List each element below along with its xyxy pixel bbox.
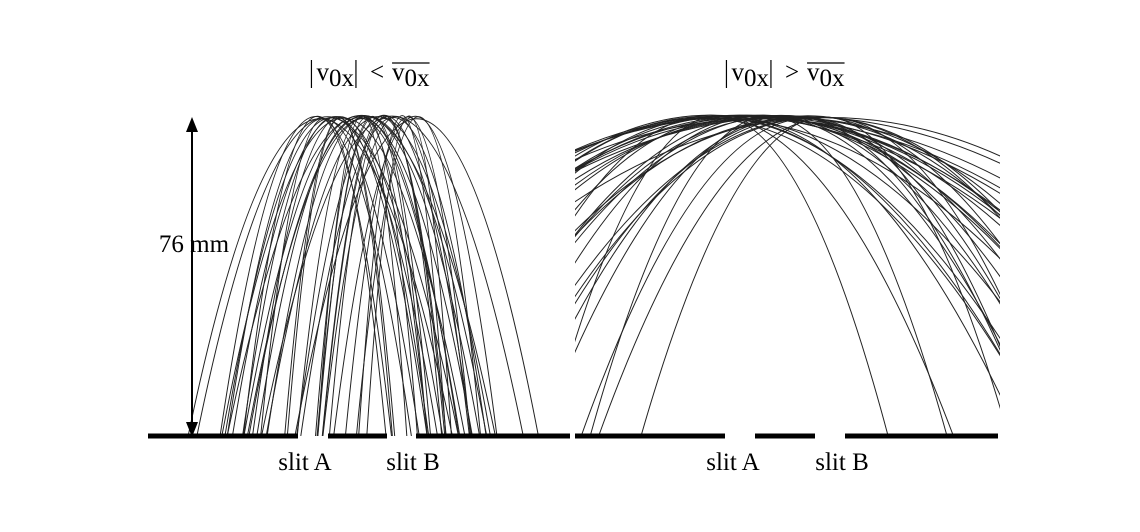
trajectory bbox=[575, 115, 1000, 179]
trajectory bbox=[231, 116, 444, 436]
title-part: v bbox=[807, 59, 820, 86]
panel-title: v 0x < v 0x bbox=[310, 59, 431, 92]
trajectory bbox=[317, 115, 428, 436]
slit-label: slit A bbox=[706, 449, 760, 476]
title-part: 0x bbox=[744, 65, 770, 92]
trajectory bbox=[322, 117, 447, 436]
scale-label: 76 mm bbox=[159, 231, 230, 258]
trajectory bbox=[640, 116, 1000, 436]
trajectory bbox=[575, 114, 1000, 195]
trajectory bbox=[580, 118, 1000, 436]
slit-label: slit B bbox=[386, 449, 440, 476]
slit-label: slit B bbox=[815, 449, 869, 476]
title-part: > bbox=[785, 59, 799, 86]
trajectory bbox=[589, 115, 948, 436]
slit-label: slit A bbox=[278, 449, 332, 476]
trajectory bbox=[575, 118, 1000, 211]
trajectory bbox=[575, 116, 1000, 216]
trajectory bbox=[575, 115, 1000, 227]
title-part: < bbox=[370, 59, 384, 86]
panel-title: v 0x > v 0x bbox=[725, 59, 846, 92]
trajectory bbox=[294, 118, 539, 436]
trajectory bbox=[575, 117, 1000, 298]
trajectory bbox=[575, 114, 1000, 303]
height-arrow bbox=[186, 117, 198, 437]
trajectory bbox=[575, 114, 1000, 346]
trajectories-right bbox=[575, 114, 1000, 436]
trajectory bbox=[358, 115, 447, 436]
trajectory bbox=[261, 115, 524, 436]
trajectory bbox=[333, 116, 498, 436]
trajectories-left bbox=[187, 114, 539, 436]
trajectory bbox=[266, 118, 460, 436]
trajectory bbox=[296, 116, 428, 436]
trajectory bbox=[321, 115, 446, 436]
trajectory bbox=[575, 115, 1000, 305]
trajectory bbox=[575, 118, 1000, 245]
trajectory bbox=[575, 116, 1000, 340]
trajectory bbox=[248, 115, 481, 436]
trajectory bbox=[575, 114, 1000, 250]
trajectory bbox=[219, 116, 412, 436]
title-part: 0x bbox=[405, 65, 431, 92]
title-part: 0x bbox=[820, 65, 846, 92]
trajectory bbox=[221, 117, 466, 436]
trajectory bbox=[575, 118, 1000, 232]
title-part: v bbox=[316, 59, 329, 86]
title-part: 0x bbox=[329, 65, 355, 92]
trajectory bbox=[224, 117, 438, 436]
trajectory bbox=[265, 116, 491, 436]
title-part: v bbox=[392, 59, 405, 86]
trajectory bbox=[575, 117, 1000, 397]
title-part: v bbox=[731, 59, 744, 86]
trajectory bbox=[598, 117, 1000, 436]
trajectory bbox=[300, 117, 487, 436]
trajectory bbox=[575, 115, 1000, 354]
trajectory bbox=[575, 115, 1000, 219]
trajectory bbox=[575, 115, 1000, 260]
trajectory bbox=[575, 115, 954, 436]
trajectory bbox=[575, 117, 1000, 321]
trajectory bbox=[575, 117, 1000, 278]
trajectory bbox=[575, 118, 1000, 260]
trajectory bbox=[575, 117, 1000, 237]
trajectory bbox=[366, 115, 452, 436]
trajectory bbox=[196, 116, 459, 436]
